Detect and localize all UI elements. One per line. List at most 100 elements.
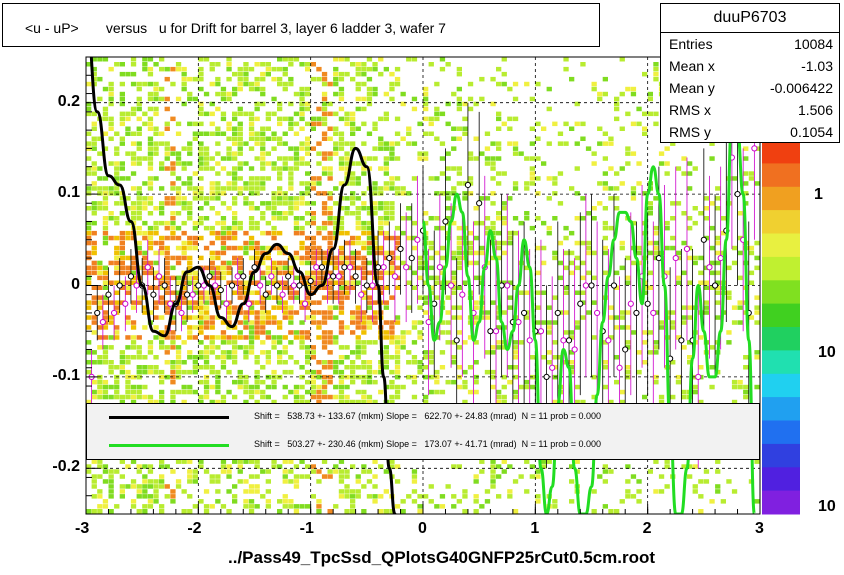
heat-cell xyxy=(114,335,120,340)
heat-cell xyxy=(698,399,704,405)
heat-cell xyxy=(361,240,367,246)
magenta-point xyxy=(537,328,545,335)
heat-cell xyxy=(282,191,288,196)
heat-cell xyxy=(119,176,125,181)
heat-cell xyxy=(552,250,558,256)
heat-cell xyxy=(316,399,322,405)
heat-cell xyxy=(226,310,232,315)
heat-cell xyxy=(226,225,232,231)
heat-cell xyxy=(316,245,322,251)
heat-cell xyxy=(91,394,97,400)
heat-cell xyxy=(366,101,373,107)
heat-cell xyxy=(181,489,187,494)
heat-cell xyxy=(338,325,345,330)
heat-cell xyxy=(136,126,142,131)
heat-cell xyxy=(142,464,148,469)
heat-cell xyxy=(529,384,535,390)
heat-cell xyxy=(108,365,114,370)
heat-cell xyxy=(737,320,743,325)
heat-cell xyxy=(271,379,277,385)
heat-cell xyxy=(355,250,361,256)
heat-cell xyxy=(198,216,204,221)
heat-cell xyxy=(333,151,339,156)
heat-cell xyxy=(366,86,373,92)
heat-cell xyxy=(170,489,176,494)
heat-cell xyxy=(243,315,249,320)
heat-cell xyxy=(232,151,238,156)
heat-cell xyxy=(237,151,243,156)
heat-cell xyxy=(254,399,260,405)
heat-cell xyxy=(159,335,165,340)
heat-cell xyxy=(237,66,243,72)
stats-key: RMS x xyxy=(669,102,711,118)
heat-cell xyxy=(456,285,462,290)
heat-cell xyxy=(585,270,592,276)
heat-cell xyxy=(108,161,114,166)
heat-cell xyxy=(462,379,468,385)
heat-cell xyxy=(203,57,210,62)
heat-cell xyxy=(535,290,541,295)
heat-cell xyxy=(731,320,738,325)
heat-cell xyxy=(394,340,401,345)
heat-cell xyxy=(192,220,198,226)
heat-cell xyxy=(563,330,569,335)
heat-cell xyxy=(417,275,423,281)
heat-cell xyxy=(338,310,345,315)
heat-cell xyxy=(108,86,114,92)
heat-cell xyxy=(372,315,378,320)
heat-cell xyxy=(602,131,608,136)
heat-cell xyxy=(125,285,131,290)
heat-cell xyxy=(636,121,642,127)
heat-cell xyxy=(91,126,97,131)
heat-cell xyxy=(355,106,361,112)
heat-cell xyxy=(372,300,378,305)
heat-cell xyxy=(625,280,631,285)
heat-cell xyxy=(277,285,283,290)
heat-cell xyxy=(333,216,339,221)
heat-cell xyxy=(748,270,755,276)
heat-cell xyxy=(130,504,137,509)
heat-cell xyxy=(417,509,423,514)
heat-cell xyxy=(642,360,648,365)
heat-cell xyxy=(114,220,120,226)
heat-cell xyxy=(159,66,165,72)
heat-cell xyxy=(400,330,406,335)
heat-cell xyxy=(288,156,294,161)
heat-cell xyxy=(277,211,283,216)
heat-cell xyxy=(366,295,373,300)
heat-cell xyxy=(338,250,345,256)
heat-cell xyxy=(147,479,154,484)
heat-cell xyxy=(338,260,345,266)
heat-cell xyxy=(147,66,154,72)
heat-cell xyxy=(175,350,182,355)
heat-cell xyxy=(130,62,137,67)
heat-cell xyxy=(355,479,361,484)
heat-cell xyxy=(703,305,710,310)
black-point xyxy=(94,309,101,317)
heat-cell xyxy=(198,310,204,315)
heat-cell xyxy=(602,469,608,474)
heat-cell xyxy=(619,325,625,330)
heat-cell xyxy=(541,459,547,464)
heat-cell xyxy=(445,191,451,196)
heat-cell xyxy=(394,240,401,246)
heat-cell xyxy=(327,166,333,171)
heat-cell xyxy=(119,369,125,375)
heat-cell xyxy=(226,245,232,251)
heat-cell xyxy=(490,464,496,469)
heat-cell xyxy=(619,126,625,131)
heat-cell xyxy=(698,509,704,514)
heat-cell xyxy=(563,121,569,127)
heat-cell xyxy=(102,335,109,340)
magenta-point xyxy=(560,337,567,344)
heat-cell xyxy=(417,369,423,375)
heat-cell xyxy=(670,245,676,251)
heat-cell xyxy=(293,255,300,261)
heat-cell xyxy=(209,131,215,136)
heat-cell xyxy=(260,126,266,131)
heat-cell xyxy=(203,201,210,206)
heat-cell xyxy=(232,260,238,266)
heat-cell xyxy=(378,166,384,171)
heat-cell xyxy=(277,300,283,305)
heat-cell xyxy=(220,459,227,464)
